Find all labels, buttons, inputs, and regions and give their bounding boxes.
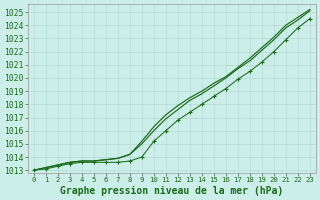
X-axis label: Graphe pression niveau de la mer (hPa): Graphe pression niveau de la mer (hPa)	[60, 186, 284, 196]
